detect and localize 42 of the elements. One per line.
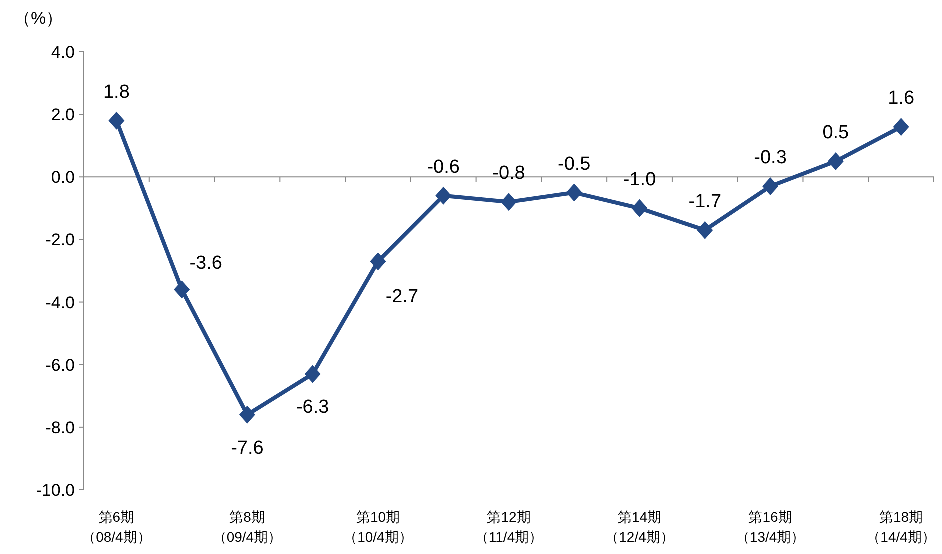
x-tick-label: 第12期（11/4期） bbox=[474, 509, 544, 545]
data-label: -6.3 bbox=[296, 397, 330, 418]
y-tick-label: -6.0 bbox=[46, 356, 75, 375]
data-label: -0.6 bbox=[427, 156, 460, 178]
data-label: 0.5 bbox=[822, 122, 850, 144]
point bbox=[304, 365, 321, 384]
point bbox=[436, 186, 452, 205]
x-tick-label: 第18期（14/4期） bbox=[866, 509, 936, 545]
x-tick-label: 第6期（08/4期） bbox=[82, 509, 152, 545]
data-label: -2.7 bbox=[386, 286, 419, 308]
point bbox=[174, 280, 190, 299]
y-tick-label: -8.0 bbox=[46, 418, 75, 438]
point bbox=[697, 221, 714, 240]
data-label: -7.6 bbox=[231, 438, 264, 459]
data-label: -0.8 bbox=[492, 163, 526, 184]
x-tick-label: 第8期（09/4期） bbox=[212, 509, 282, 545]
point bbox=[893, 118, 910, 136]
data-label: -1.7 bbox=[688, 191, 722, 212]
point bbox=[108, 112, 125, 130]
y-axis-title: （%） bbox=[14, 9, 64, 28]
data-label: 1.6 bbox=[888, 88, 915, 110]
y-tick-label: 4.0 bbox=[51, 43, 75, 62]
y-tick-label: -2.0 bbox=[46, 230, 75, 250]
point bbox=[501, 193, 517, 212]
x-tick-label: 第14期（12/4期） bbox=[605, 509, 674, 545]
x-tick-label: 第16期（13/4期） bbox=[736, 509, 806, 545]
point bbox=[370, 252, 386, 271]
y-tick-label: -4.0 bbox=[46, 293, 75, 312]
y-tick-label: -10.0 bbox=[36, 481, 75, 500]
y-tick-label: 0.0 bbox=[51, 168, 75, 188]
x-tick-label: 第10期（10/4期） bbox=[344, 509, 413, 545]
data-label: -0.3 bbox=[754, 148, 787, 169]
point bbox=[566, 184, 582, 202]
data-label: 1.8 bbox=[103, 82, 130, 103]
data-label: -0.5 bbox=[558, 154, 591, 175]
point bbox=[762, 178, 779, 196]
point bbox=[632, 199, 648, 218]
data-label: -3.6 bbox=[190, 252, 222, 274]
data-label: -1.0 bbox=[623, 169, 656, 190]
y-tick-label: 2.0 bbox=[51, 106, 75, 125]
point bbox=[828, 152, 844, 170]
point bbox=[239, 406, 256, 424]
